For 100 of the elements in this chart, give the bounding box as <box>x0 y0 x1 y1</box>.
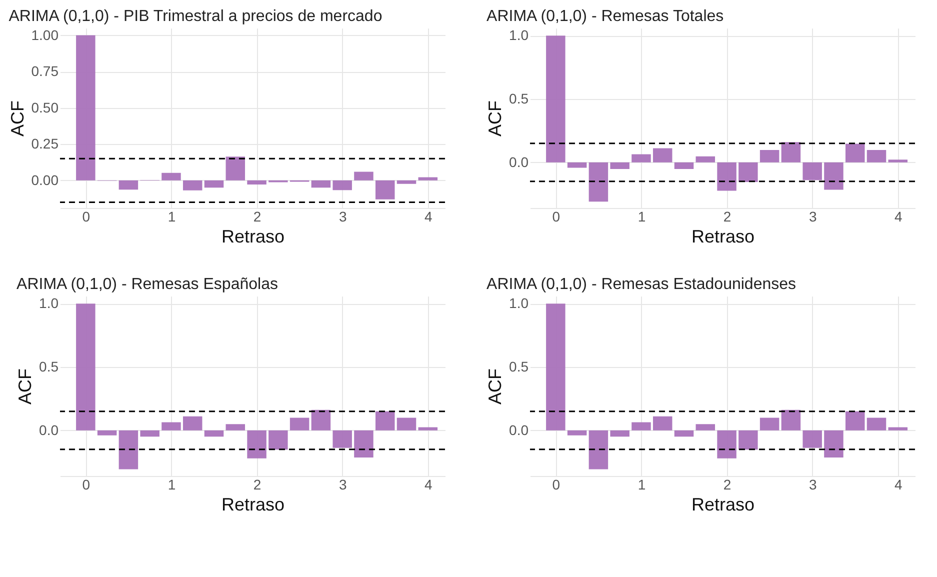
bar <box>118 180 138 190</box>
bar <box>845 144 865 162</box>
x-axis-title: Retraso <box>691 494 755 514</box>
y-tick-label: 0.75 <box>31 63 59 80</box>
bar <box>802 162 822 180</box>
y-tick-label: 0.5 <box>39 358 59 374</box>
y-axis-title: ACF <box>485 100 506 136</box>
bar <box>588 162 608 202</box>
bar <box>162 422 181 430</box>
bar <box>696 424 716 430</box>
x-tick-label: 0 <box>552 208 560 224</box>
bar <box>354 172 374 180</box>
x-tick-label: 1 <box>638 208 646 224</box>
bar <box>632 154 651 162</box>
y-axis-title: ACF <box>15 368 36 404</box>
bar <box>418 427 438 430</box>
bar <box>717 430 736 458</box>
bar <box>247 180 266 184</box>
bar <box>247 430 266 458</box>
bar <box>632 422 651 430</box>
x-tick-label: 0 <box>82 208 90 224</box>
y-tick-label: 0.00 <box>31 172 59 188</box>
x-tick-label: 3 <box>338 208 347 224</box>
bar <box>760 418 780 430</box>
bar <box>781 410 801 430</box>
bar <box>567 430 587 436</box>
bar <box>396 180 416 184</box>
chart-title: ARIMA (0,1,0) - Remesas Totales <box>486 8 724 25</box>
bar <box>866 150 886 162</box>
bar <box>375 180 395 200</box>
y-tick-label: 0.0 <box>509 422 529 438</box>
bar <box>738 430 758 450</box>
bar <box>888 160 908 162</box>
x-tick-label: 1 <box>638 476 646 492</box>
x-tick-label: 0 <box>82 476 90 492</box>
x-tick-label: 3 <box>808 208 817 224</box>
bar <box>332 180 352 190</box>
bar <box>546 36 566 162</box>
x-tick-label: 1 <box>168 208 176 224</box>
bar <box>204 430 224 437</box>
bar <box>226 156 246 180</box>
x-tick-label: 2 <box>253 476 262 492</box>
x-tick-label: 0 <box>552 476 560 492</box>
y-tick-label: 1.00 <box>31 26 59 43</box>
bar <box>866 418 886 430</box>
y-tick-label: 0.0 <box>39 422 59 438</box>
bar <box>674 430 694 437</box>
bar <box>226 424 246 430</box>
bar <box>182 180 202 190</box>
chart-title: ARIMA (0,1,0) - PIB Trimestral a precios de mercado <box>8 8 382 25</box>
bar <box>674 162 694 169</box>
bar <box>375 411 395 430</box>
x-tick-label: 4 <box>894 476 902 492</box>
bar <box>610 162 630 169</box>
y-tick-label: 0.5 <box>509 358 529 374</box>
bar <box>418 177 438 180</box>
bar <box>652 416 672 430</box>
chart-title: ARIMA (0,1,0) - Remesas Estadounidenses <box>486 276 796 293</box>
bar <box>717 162 736 191</box>
bar <box>311 180 331 188</box>
x-tick-label: 4 <box>894 208 902 224</box>
x-tick-label: 3 <box>338 476 347 492</box>
bar <box>76 304 96 430</box>
bar <box>888 427 908 430</box>
bar <box>824 162 844 190</box>
bar <box>567 162 587 168</box>
bar <box>738 162 758 182</box>
bar <box>760 150 780 162</box>
bar <box>610 430 630 437</box>
bar <box>588 430 608 470</box>
x-tick-label: 2 <box>723 476 732 492</box>
bar <box>162 172 181 180</box>
bar <box>311 410 331 430</box>
bar <box>845 411 865 430</box>
y-tick-label: 0.25 <box>31 136 59 152</box>
x-tick-label: 4 <box>424 476 432 492</box>
bar <box>182 416 202 430</box>
x-tick-label: 2 <box>253 208 262 224</box>
bar <box>332 430 352 448</box>
x-tick-label: 3 <box>808 476 817 492</box>
y-axis-title: ACF <box>485 368 506 404</box>
bar <box>354 430 374 458</box>
y-tick-label: 1.0 <box>509 27 529 44</box>
bar <box>268 430 288 450</box>
bar <box>696 156 716 162</box>
x-axis-title: Retraso <box>221 226 285 246</box>
bar <box>396 418 416 430</box>
y-tick-label: 0.5 <box>509 90 529 106</box>
bar <box>290 418 310 430</box>
x-tick-label: 4 <box>424 208 432 224</box>
x-axis-title: Retraso <box>691 226 755 246</box>
y-tick-label: 0.0 <box>509 154 529 170</box>
x-tick-label: 2 <box>723 208 732 224</box>
bar <box>118 430 138 470</box>
x-tick-label: 1 <box>168 476 176 492</box>
bar <box>802 430 822 448</box>
bar <box>824 430 844 458</box>
chart-title: ARIMA (0,1,0) - Remesas Españolas <box>16 276 278 293</box>
bar <box>546 304 566 430</box>
bar <box>97 430 117 436</box>
